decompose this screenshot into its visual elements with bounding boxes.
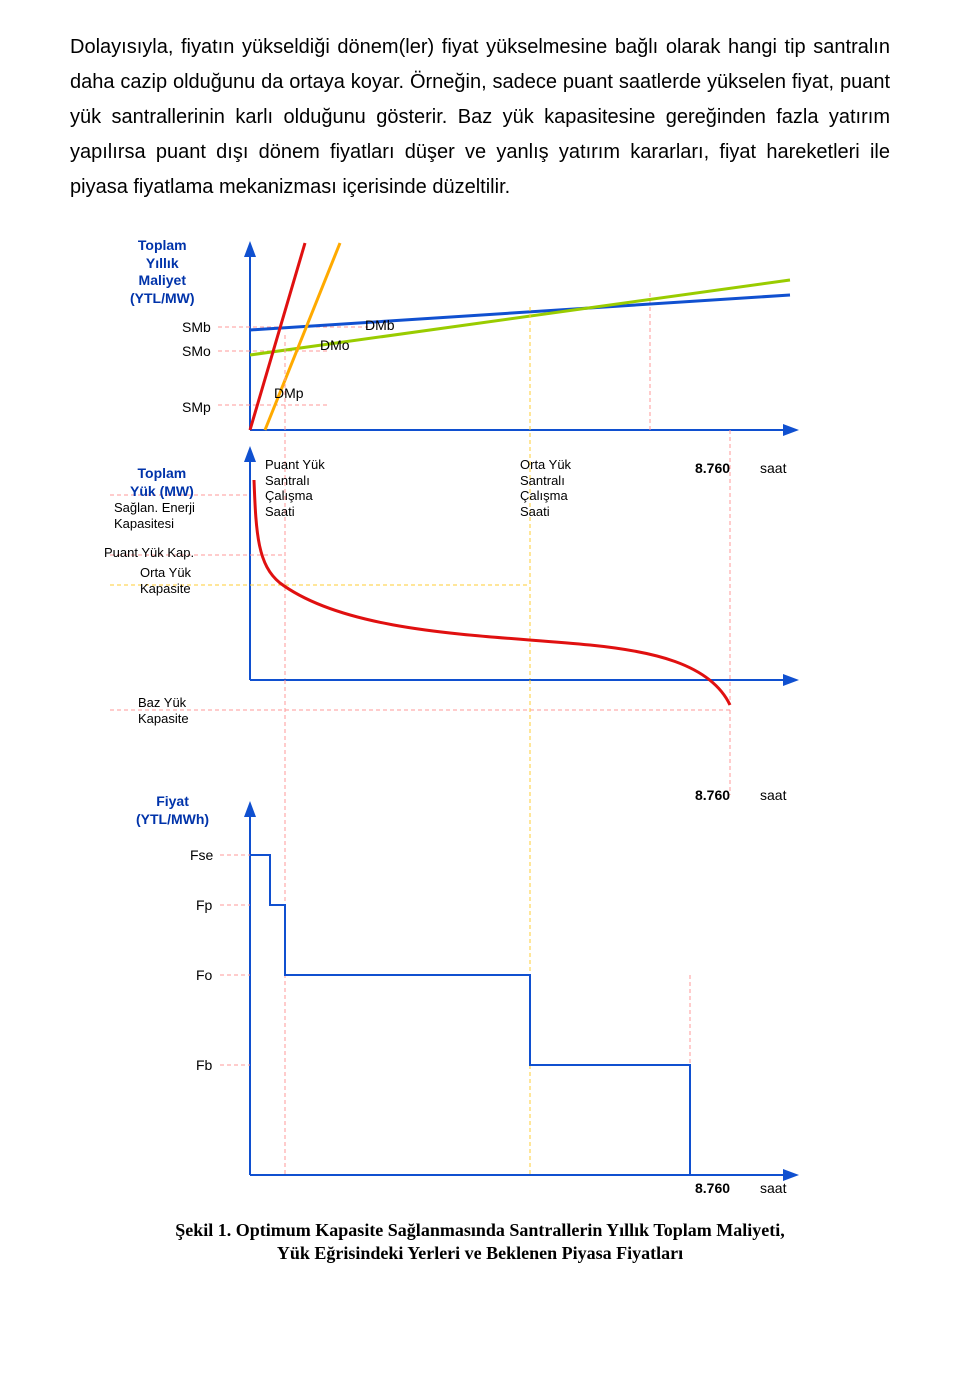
body-paragraph: Dolayısıyla, fiyatın yükseldiği dönem(le… (70, 30, 890, 205)
figure-caption: Şekil 1. Optimum Kapasite Sağlanmasında … (70, 1219, 890, 1266)
label-DMb: DMb (365, 317, 395, 333)
label-Fo: Fo (196, 967, 212, 983)
label-puant-kap: Puant Yük Kap. (104, 545, 194, 560)
label-8760-mid: 8.760 (695, 460, 730, 476)
label-8760-ch3top: 8.760 (695, 787, 730, 803)
label-Fp: Fp (196, 897, 212, 913)
label-Fb: Fb (196, 1057, 212, 1073)
figure: ToplamYıllıkMaliyet(YTL/MW) SMb SMo SMp … (70, 235, 890, 1215)
label-saat-ch3bot: saat (760, 1180, 786, 1196)
label-DMp: DMp (274, 385, 304, 401)
label-baz-kap: Baz YükKapasite (138, 695, 189, 726)
label-saat-mid: saat (760, 460, 786, 476)
label-8760-ch3bot: 8.760 (695, 1180, 730, 1196)
label-saat-ch3top: saat (760, 787, 786, 803)
figure-svg (70, 235, 890, 1215)
label-orta-kap: Orta YükKapasite (140, 565, 191, 596)
label-DMo: DMo (320, 337, 350, 353)
chart3-y-title: Fiyat(YTL/MWh) (136, 793, 209, 828)
label-saglan: Sağlan. EnerjiKapasitesi (114, 500, 195, 531)
caption-line1: Şekil 1. Optimum Kapasite Sağlanmasında … (175, 1220, 784, 1240)
label-SMb: SMb (182, 319, 211, 335)
label-puant-santi: Puant YükSantralıÇalışmaSaati (265, 457, 325, 519)
label-orta-santi: Orta YükSantralıÇalışmaSaati (520, 457, 571, 519)
label-Fse: Fse (190, 847, 213, 863)
label-SMo: SMo (182, 343, 211, 359)
caption-line2: Yük Eğrisindeki Yerleri ve Beklenen Piya… (277, 1243, 683, 1263)
label-SMp: SMp (182, 399, 211, 415)
chart1-y-title: ToplamYıllıkMaliyet(YTL/MW) (130, 237, 195, 307)
chart2-y-title: ToplamYük (MW) (130, 465, 194, 500)
